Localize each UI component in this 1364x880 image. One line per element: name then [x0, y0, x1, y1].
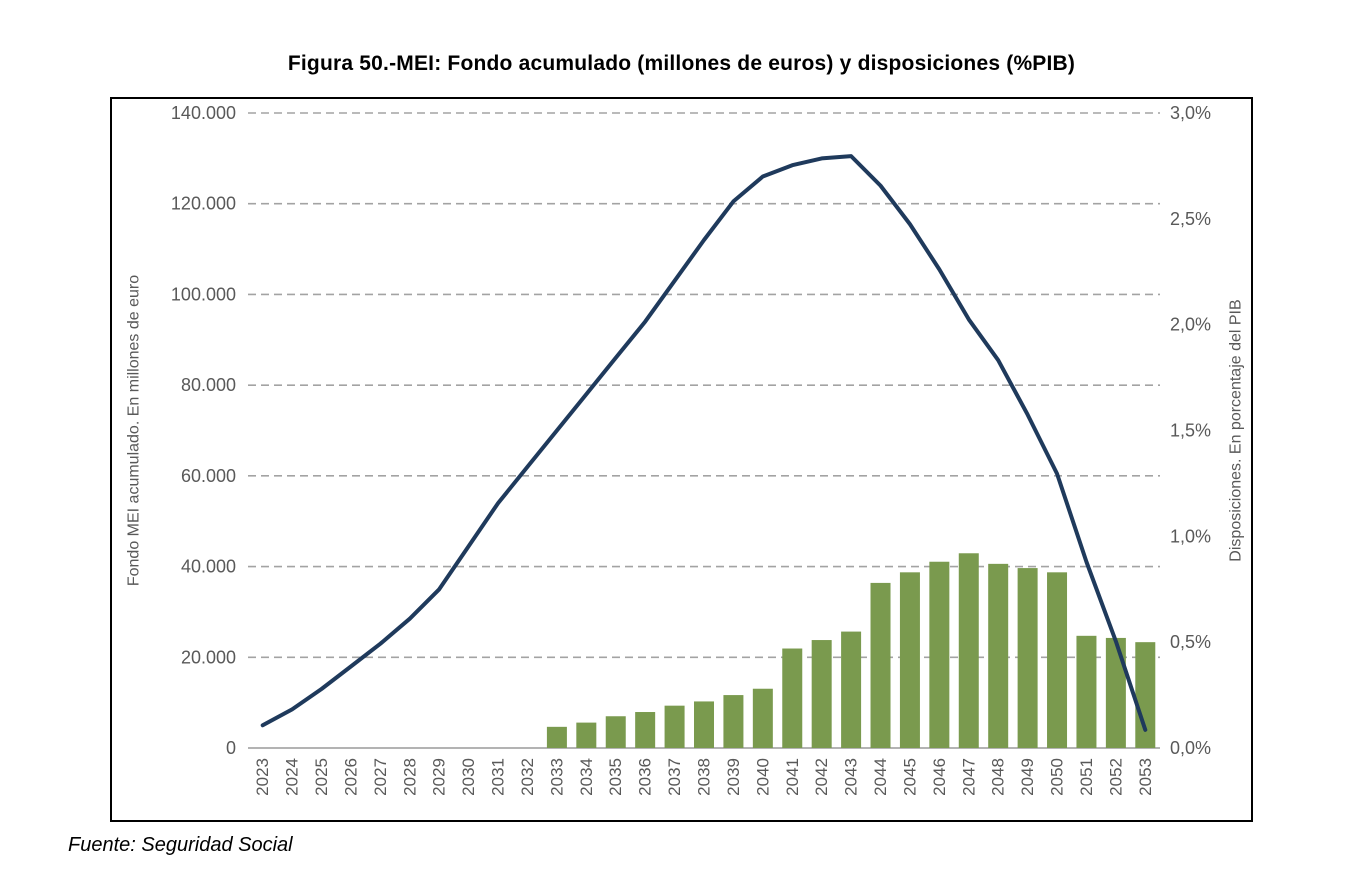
- x-tick-label: 2047: [959, 758, 978, 796]
- disposiciones-bar: [870, 582, 891, 748]
- x-tick-label: 2023: [253, 758, 272, 796]
- disposiciones-bar: [1017, 568, 1038, 748]
- fondo-acumulado-line: [260, 154, 1148, 732]
- combo-chart-plot: 0 20.000 40.000 60.000 80.000 100.000 120.000 1…: [126, 103, 1245, 796]
- chart-title: Figura 50.-MEI: Fondo acumulado (millone…: [287, 52, 1076, 75]
- x-tick-label: 2029: [430, 758, 449, 796]
- disposiciones-bar: [723, 695, 744, 748]
- x-tick-label: 2025: [312, 758, 331, 796]
- x-tick-label: 2038: [695, 758, 714, 796]
- x-tick-label: 2027: [371, 758, 390, 796]
- y-right-tick-label: 0,0%: [1170, 738, 1211, 758]
- right-axis-title: Disposiciones. En porcentaje del PIB: [1228, 299, 1245, 561]
- disposiciones-bar: [635, 712, 656, 748]
- x-tick-label: 2043: [842, 758, 861, 796]
- disposiciones-bar: [1076, 635, 1097, 748]
- x-tick-label: 2049: [1018, 758, 1037, 796]
- y-left-tick-label: 80.000: [181, 375, 236, 395]
- x-tick-label: 2034: [577, 758, 596, 796]
- x-tick-label: 2046: [930, 758, 949, 796]
- y-left-tick-label: 40.000: [181, 557, 236, 577]
- source-note: Fuente: Seguridad Social: [68, 834, 293, 856]
- x-tick-label: 2024: [283, 758, 302, 796]
- disposiciones-bar: [929, 561, 950, 748]
- left-axis-title: Fondo MEI acumulado. En millones de euro: [126, 275, 143, 586]
- x-tick-label: 2044: [871, 758, 890, 796]
- x-tick-label: 2033: [547, 758, 566, 796]
- x-tick-label: 2040: [753, 758, 772, 796]
- y-right-tick-label: 3,0%: [1170, 103, 1211, 123]
- x-tick-label: 2051: [1077, 758, 1096, 796]
- y-right-tick-label: 2,0%: [1170, 315, 1211, 335]
- x-tick-label: 2028: [400, 758, 419, 796]
- y-right-tick-label: 1,0%: [1170, 526, 1211, 546]
- y-left-tick-label: 0: [226, 738, 236, 758]
- x-tick-label: 2031: [489, 758, 508, 796]
- disposiciones-bar: [1105, 637, 1126, 748]
- disposiciones-bar: [899, 572, 920, 748]
- x-tick-label: 2042: [812, 758, 831, 796]
- y-right-tick-label: 0,5%: [1170, 632, 1211, 652]
- y-left-tick-label: 120.000: [171, 194, 236, 214]
- x-tick-label: 2048: [989, 758, 1008, 796]
- disposiciones-bar: [958, 553, 979, 748]
- x-tick-label: 2037: [665, 758, 684, 796]
- disposiciones-bar: [1135, 642, 1156, 748]
- x-tick-label: 2032: [518, 758, 537, 796]
- y-left-tick-label: 20.000: [181, 647, 236, 667]
- disposiciones-bar: [664, 705, 685, 748]
- disposiciones-bar: [841, 631, 862, 748]
- disposiciones-bar: [546, 726, 567, 748]
- x-tick-label: 2036: [636, 758, 655, 796]
- disposiciones-bar: [1047, 572, 1068, 748]
- y-left-tick-label: 100.000: [171, 284, 236, 304]
- x-tick-label: 2041: [783, 758, 802, 796]
- x-tick-label: 2035: [606, 758, 625, 796]
- x-tick-label: 2039: [724, 758, 743, 796]
- y-left-tick-label: 140.000: [171, 103, 236, 123]
- disposiciones-bar: [752, 688, 773, 748]
- x-tick-label: 2030: [459, 758, 478, 796]
- x-tick-label: 2045: [900, 758, 919, 796]
- y-left-tick-label: 60.000: [181, 466, 236, 486]
- disposiciones-bar: [811, 640, 832, 748]
- x-tick-label: 2026: [341, 758, 360, 796]
- disposiciones-bar: [605, 716, 626, 748]
- disposiciones-bar: [782, 648, 803, 748]
- disposiciones-bar: [988, 563, 1009, 748]
- y-right-tick-label: 2,5%: [1170, 209, 1211, 229]
- disposiciones-bar: [576, 722, 597, 748]
- x-tick-label: 2050: [1048, 758, 1067, 796]
- x-tick-label: 2052: [1106, 758, 1125, 796]
- disposiciones-bar: [694, 701, 714, 748]
- chart-frame: 0 20.000 40.000 60.000 80.000 100.000 120.000 1…: [110, 97, 1253, 822]
- y-right-tick-label: 1,5%: [1170, 421, 1211, 441]
- x-tick-label: 2053: [1136, 758, 1155, 796]
